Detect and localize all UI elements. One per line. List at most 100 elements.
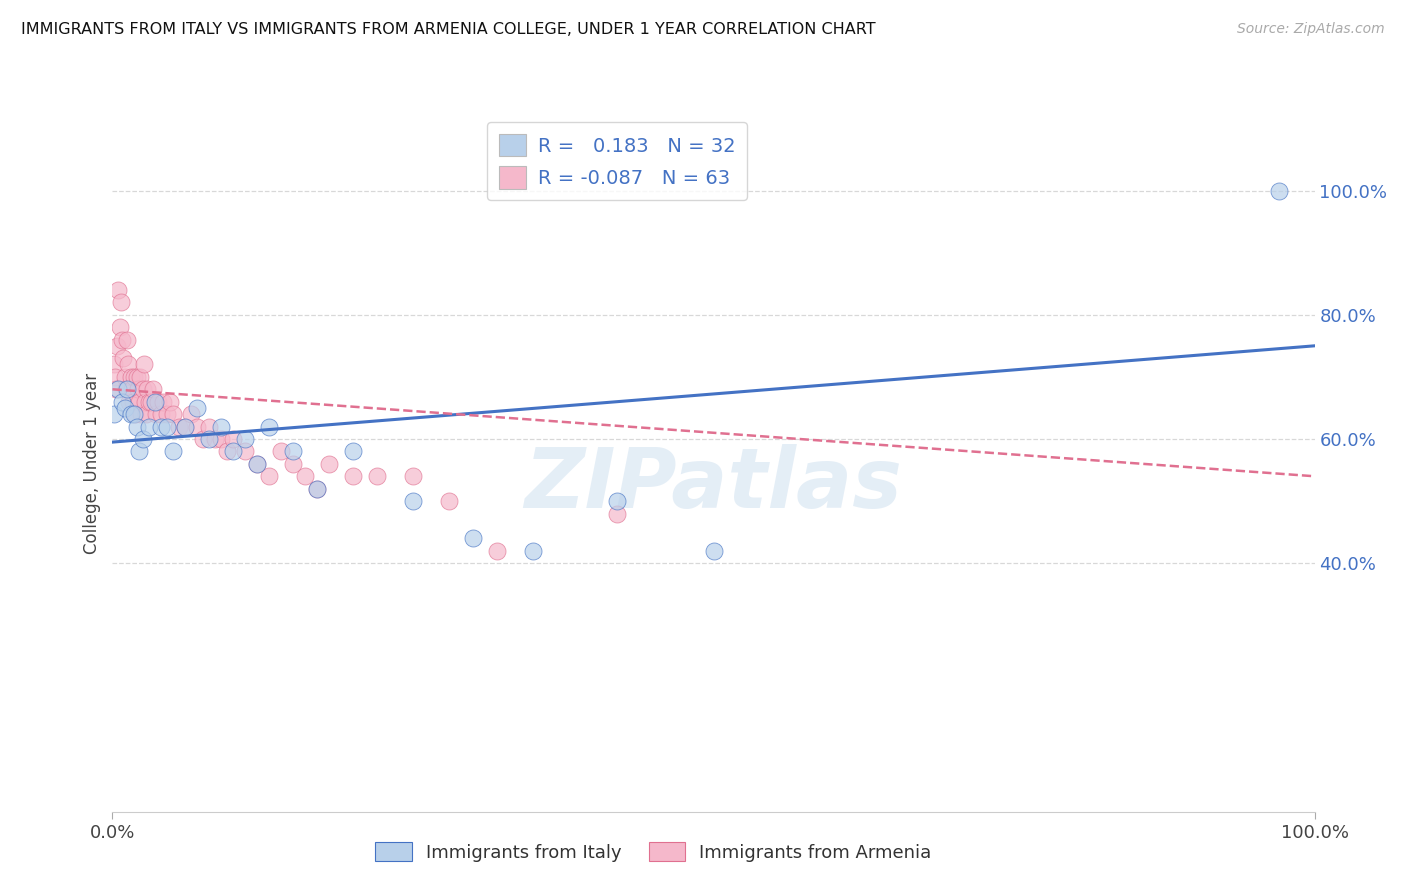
- Point: [122, 407, 145, 421]
- Point: [486, 544, 509, 558]
- Point: [197, 419, 219, 434]
- Point: [129, 369, 152, 384]
- Point: [155, 419, 177, 434]
- Text: IMMIGRANTS FROM ITALY VS IMMIGRANTS FROM ARMENIA COLLEGE, UNDER 1 YEAR CORRELATI: IMMIGRANTS FROM ITALY VS IMMIGRANTS FROM…: [21, 22, 876, 37]
- Point: [146, 394, 169, 409]
- Point: [139, 394, 162, 409]
- Point: [117, 358, 139, 372]
- Point: [107, 283, 129, 297]
- Point: [103, 407, 125, 421]
- Point: [246, 457, 269, 471]
- Point: [105, 339, 128, 353]
- Point: [115, 382, 138, 396]
- Point: [342, 444, 364, 458]
- Point: [132, 358, 155, 372]
- Point: [105, 382, 128, 396]
- Point: [305, 482, 328, 496]
- Point: [114, 382, 136, 396]
- Point: [114, 401, 136, 415]
- Point: [118, 394, 141, 409]
- Point: [128, 444, 150, 458]
- Point: [152, 394, 174, 409]
- Point: [209, 432, 232, 446]
- Point: [103, 358, 125, 372]
- Point: [149, 419, 172, 434]
- Point: [122, 394, 145, 409]
- Point: [215, 444, 238, 458]
- Point: [204, 432, 226, 446]
- Point: [138, 419, 160, 434]
- Point: [402, 469, 425, 483]
- Point: [120, 407, 142, 421]
- Point: [145, 407, 167, 421]
- Point: [149, 407, 172, 421]
- Point: [138, 394, 160, 409]
- Point: [437, 494, 460, 508]
- Point: [115, 333, 138, 347]
- Point: [305, 482, 328, 496]
- Point: [173, 419, 195, 434]
- Point: [110, 295, 132, 310]
- Point: [114, 369, 136, 384]
- Point: [191, 432, 214, 446]
- Point: [606, 494, 628, 508]
- Point: [135, 407, 157, 421]
- Point: [107, 382, 129, 396]
- Point: [159, 394, 181, 409]
- Point: [112, 351, 135, 366]
- Point: [318, 457, 340, 471]
- Point: [294, 469, 316, 483]
- Point: [180, 407, 202, 421]
- Point: [122, 369, 145, 384]
- Point: [104, 369, 127, 384]
- Point: [222, 432, 245, 446]
- Point: [281, 444, 304, 458]
- Point: [222, 444, 245, 458]
- Point: [121, 382, 143, 396]
- Legend: Immigrants from Italy, Immigrants from Armenia: Immigrants from Italy, Immigrants from A…: [368, 835, 939, 869]
- Point: [128, 394, 150, 409]
- Point: [461, 532, 484, 546]
- Point: [111, 394, 134, 409]
- Point: [124, 407, 146, 421]
- Point: [131, 382, 153, 396]
- Point: [131, 432, 153, 446]
- Point: [522, 544, 544, 558]
- Point: [270, 444, 292, 458]
- Point: [167, 419, 190, 434]
- Point: [155, 407, 177, 421]
- Point: [1267, 184, 1289, 198]
- Text: ZIPatlas: ZIPatlas: [524, 444, 903, 525]
- Point: [120, 369, 142, 384]
- Point: [197, 432, 219, 446]
- Point: [606, 507, 628, 521]
- Point: [257, 469, 280, 483]
- Point: [125, 419, 148, 434]
- Point: [111, 333, 134, 347]
- Point: [702, 544, 725, 558]
- Point: [186, 401, 208, 415]
- Y-axis label: College, Under 1 year: College, Under 1 year: [83, 373, 101, 555]
- Point: [162, 444, 184, 458]
- Point: [108, 320, 131, 334]
- Point: [162, 407, 184, 421]
- Point: [257, 419, 280, 434]
- Point: [131, 407, 153, 421]
- Text: Source: ZipAtlas.com: Source: ZipAtlas.com: [1237, 22, 1385, 37]
- Point: [142, 382, 165, 396]
- Point: [402, 494, 425, 508]
- Point: [233, 432, 256, 446]
- Point: [134, 394, 156, 409]
- Point: [186, 419, 208, 434]
- Point: [342, 469, 364, 483]
- Point: [136, 382, 159, 396]
- Point: [173, 419, 195, 434]
- Point: [233, 444, 256, 458]
- Point: [143, 394, 166, 409]
- Point: [366, 469, 388, 483]
- Point: [246, 457, 269, 471]
- Point: [209, 419, 232, 434]
- Point: [125, 369, 148, 384]
- Point: [281, 457, 304, 471]
- Point: [127, 382, 149, 396]
